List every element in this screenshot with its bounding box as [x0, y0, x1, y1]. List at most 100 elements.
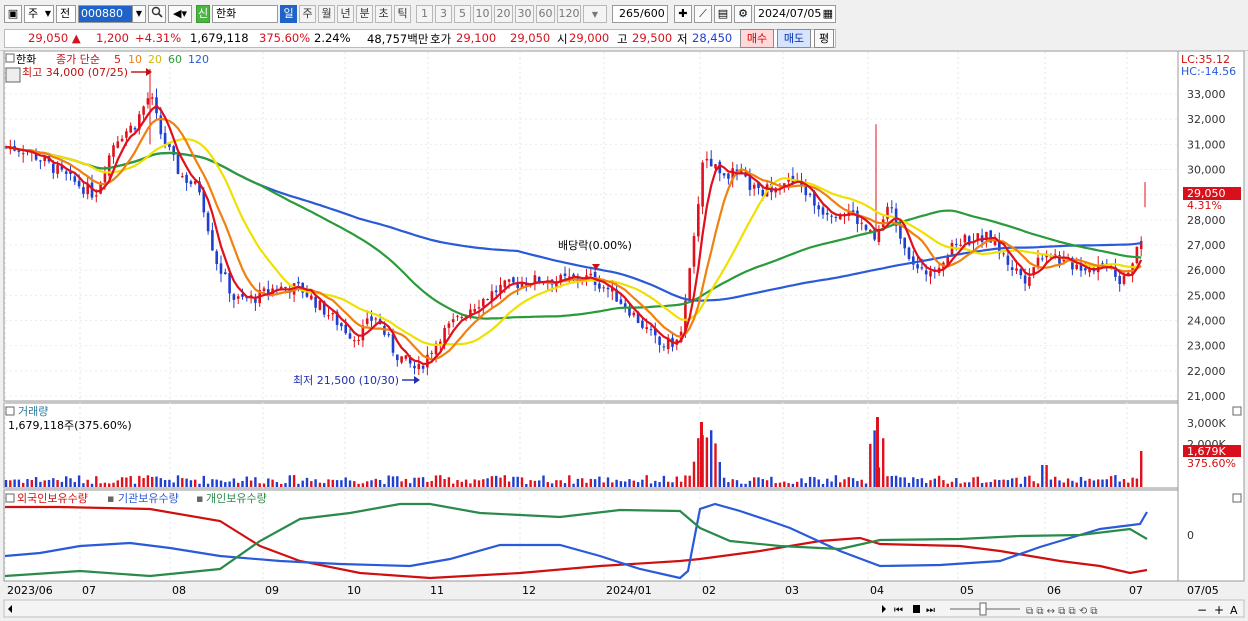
volume-bar: [761, 479, 764, 487]
interval-60-button[interactable]: 60: [536, 5, 555, 23]
candle-body: [387, 334, 390, 336]
candle-body: [43, 156, 46, 162]
candle-body: [103, 173, 107, 183]
eval-button[interactable]: 평: [814, 29, 834, 48]
period-year-button[interactable]: 년: [337, 5, 354, 23]
volume-bar: [378, 479, 382, 487]
interval-30-button[interactable]: 30: [515, 5, 534, 23]
zoom-slider-handle[interactable]: [979, 602, 987, 616]
window-menu-icon[interactable]: ▣: [4, 5, 22, 23]
gear-icon[interactable]: ⚙: [734, 5, 752, 23]
scroll-right-icon[interactable]: [882, 605, 886, 613]
volume-bar: [963, 482, 967, 487]
candle-body: [413, 365, 416, 369]
volume-bar: [56, 480, 59, 487]
search-icon[interactable]: [148, 5, 166, 23]
draw-line-icon[interactable]: ⟋: [694, 5, 712, 23]
volume-bar: [533, 480, 537, 487]
candle-body: [912, 256, 915, 265]
candle-body: [761, 189, 765, 197]
save-icon[interactable]: ▤: [714, 5, 732, 23]
period-month-button[interactable]: 월: [318, 5, 335, 23]
interval-20-button[interactable]: 20: [494, 5, 513, 23]
candle-body: [99, 182, 102, 194]
stock-code-value: 000880: [81, 7, 123, 20]
holdings-pane-close-icon[interactable]: [1232, 493, 1242, 503]
candle-body: [215, 251, 218, 265]
calendar-icon: ▦: [822, 7, 833, 20]
period-day-button[interactable]: 일: [280, 5, 297, 23]
scroll-left-icon[interactable]: [8, 605, 12, 613]
auto-scale-icon[interactable]: A: [1230, 604, 1238, 617]
interval-10-button[interactable]: 10: [473, 5, 492, 23]
count-field[interactable]: 265/600: [612, 5, 668, 23]
interval-dropdown[interactable]: ▼: [583, 5, 607, 23]
code-dropdown-icon[interactable]: ▼: [132, 5, 146, 23]
open-price: 29,000: [569, 31, 610, 45]
low-price: 28,450: [692, 31, 733, 45]
candle-body: [920, 267, 924, 269]
volume-bar: [740, 483, 743, 487]
volume-bar: [851, 478, 855, 487]
price-pane: [3, 51, 1179, 402]
stock-code-input[interactable]: 000880: [78, 5, 138, 23]
holdings-pane-menu-icon[interactable]: [5, 493, 15, 503]
volume-pane-close-icon[interactable]: [1232, 406, 1242, 416]
scroll-last-icon[interactable]: ⏭: [926, 605, 935, 616]
volume-bar: [211, 479, 214, 487]
scroll-first-icon[interactable]: ⏮: [894, 605, 903, 616]
volume-bar: [202, 475, 205, 487]
volume-bar: [357, 483, 360, 487]
stop-icon[interactable]: [913, 605, 920, 613]
interval-3-button[interactable]: 3: [435, 5, 452, 23]
volume-bar: [1075, 482, 1078, 487]
interval-5-button[interactable]: 5: [454, 5, 471, 23]
candle-body: [228, 272, 231, 294]
scrollbar[interactable]: [3, 599, 1245, 618]
candle-body: [744, 173, 747, 177]
candle-body: [1058, 255, 1061, 264]
candle-body: [447, 323, 451, 328]
period-tick-button[interactable]: 틱: [394, 5, 411, 23]
x-axis-label: 03: [785, 584, 799, 597]
period-week-button[interactable]: 주: [299, 5, 316, 23]
candle-body: [628, 306, 631, 316]
volume-bar: [232, 478, 236, 487]
interval-1-button[interactable]: 1: [416, 5, 433, 23]
candle-body: [537, 277, 541, 283]
interval-120-button[interactable]: 120: [557, 5, 581, 23]
volume-bar: [1015, 477, 1018, 487]
volume-pane-menu-icon[interactable]: [5, 406, 15, 416]
candle-body: [146, 98, 150, 105]
volume-bar: [142, 478, 145, 487]
candle-body: [138, 114, 141, 130]
candle-body: [1092, 269, 1096, 272]
grid-toggle-icon[interactable]: [5, 67, 21, 83]
crosshair-icon[interactable]: ✚: [674, 5, 692, 23]
tool-icons[interactable]: ⧉ ⧉ ↔ ⧉ ⧉ ⟲ ⧉: [1026, 606, 1098, 617]
zoom-in-icon[interactable]: +: [1214, 603, 1224, 617]
volume-bar: [452, 483, 455, 487]
pane-menu-icon[interactable]: [5, 53, 15, 63]
candle-body: [559, 274, 562, 283]
buy-button[interactable]: 매수: [740, 29, 774, 48]
volume-bar: [176, 475, 180, 487]
speaker-icon[interactable]: ◀▾: [168, 5, 192, 23]
candle-body: [305, 290, 309, 297]
stock-name-field[interactable]: 한화: [212, 5, 278, 23]
volume-bar: [507, 481, 511, 487]
volume-bar: [90, 483, 94, 487]
period-type-select[interactable]: 전: [56, 5, 76, 23]
sell-button[interactable]: 매도: [777, 29, 811, 48]
period-second-button[interactable]: 초: [375, 5, 392, 23]
period-minute-button[interactable]: 분: [356, 5, 373, 23]
candle-body: [1131, 263, 1134, 275]
volume-bar: [714, 443, 717, 487]
date-field[interactable]: 2024/07/05 ▦: [754, 5, 836, 23]
candle-body: [168, 142, 171, 148]
market-type-select[interactable]: 주 ▼: [24, 5, 54, 23]
search-glyph: [151, 6, 163, 18]
candle-body: [374, 318, 378, 320]
volume-bar: [421, 477, 425, 487]
zoom-out-icon[interactable]: −: [1197, 603, 1207, 617]
